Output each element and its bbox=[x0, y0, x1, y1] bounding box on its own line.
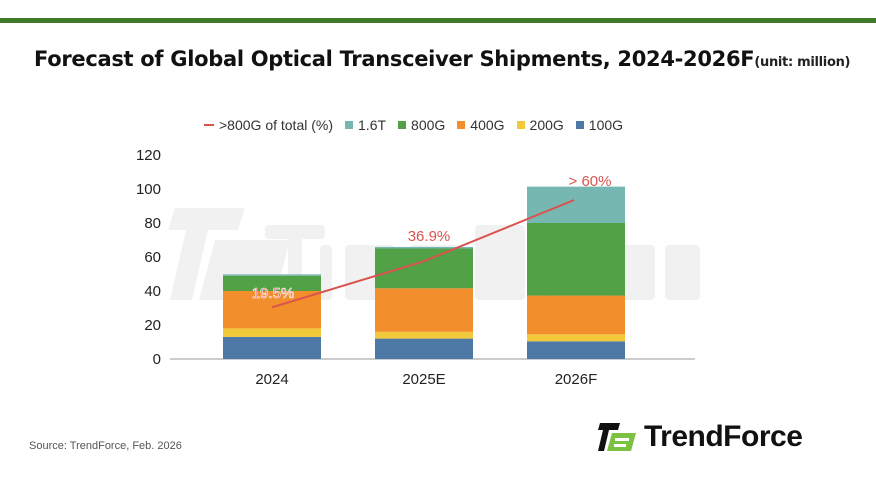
y-tick-label: 20 bbox=[144, 317, 161, 334]
watermark-letter-shape bbox=[665, 245, 700, 300]
legend-item-800g: 800G bbox=[398, 117, 445, 133]
chart-title: Forecast of Global Optical Transceiver S… bbox=[34, 47, 851, 71]
bar-segment-800g bbox=[375, 248, 473, 289]
title-text: Forecast of Global Optical Transceiver S… bbox=[34, 47, 755, 71]
legend-line-swatch bbox=[204, 124, 214, 126]
top-accent-bar bbox=[0, 18, 876, 23]
bar-segment-200g bbox=[223, 328, 321, 337]
watermark-letter-shape bbox=[320, 245, 332, 300]
bar-segment-1.6t bbox=[375, 246, 473, 249]
trendforce-logo: TrendForce bbox=[598, 420, 803, 454]
x-tick-label: 2026F bbox=[555, 371, 598, 388]
bar-segment-100g bbox=[375, 338, 473, 359]
legend-item-100g: 100G bbox=[575, 117, 624, 133]
bar-segment-400g bbox=[375, 288, 473, 332]
legend-label: 200G bbox=[529, 117, 564, 133]
trendforce-logo-icon bbox=[598, 423, 636, 451]
bar-segment-1.6t bbox=[223, 274, 321, 276]
legend-label: 400G bbox=[470, 117, 505, 133]
legend-swatch bbox=[398, 121, 407, 129]
legend-swatch bbox=[575, 121, 584, 129]
x-tick-label: 2024 bbox=[255, 371, 288, 388]
legend-item-line: >800G of total (%) bbox=[204, 117, 333, 133]
legend-item-1.6t: 1.6T bbox=[345, 117, 386, 133]
y-tick-label: 40 bbox=[144, 283, 161, 300]
legend-label: 1.6T bbox=[358, 117, 387, 133]
bar-segment-200g bbox=[375, 331, 473, 339]
watermark-mark bbox=[168, 208, 245, 300]
line-data-label: 19.5% bbox=[252, 285, 295, 302]
bar-segment-800g bbox=[527, 223, 625, 296]
legend-item-400g: 400G bbox=[457, 117, 505, 133]
bar-segment-400g bbox=[527, 295, 625, 335]
y-tick-label: 80 bbox=[144, 215, 161, 232]
legend-swatch bbox=[345, 121, 354, 129]
bar-segment-100g bbox=[527, 341, 625, 359]
legend-label: 100G bbox=[588, 117, 624, 133]
line-series bbox=[271, 199, 575, 309]
bar-segment-200g bbox=[527, 334, 625, 342]
legend-item-200g: 200G bbox=[516, 117, 564, 133]
source-note: Source: TrendForce, Feb. 2026 bbox=[29, 440, 182, 452]
legend-label: 800G bbox=[411, 117, 446, 133]
legend-swatch bbox=[457, 121, 466, 129]
bar-segment-100g bbox=[223, 336, 321, 359]
legend: >800G of total (%) 1.6T 800G 400G 200G 1… bbox=[204, 117, 623, 133]
line-data-label: > 60% bbox=[569, 173, 612, 190]
bar-segment-800g bbox=[223, 275, 321, 291]
line-data-label: 36.9% bbox=[408, 228, 451, 245]
y-tick-label: 100 bbox=[136, 181, 161, 198]
legend-swatch bbox=[516, 121, 525, 129]
bar-segment-1.6t bbox=[527, 186, 625, 223]
legend-label: >800G of total (%) bbox=[219, 117, 334, 133]
unit-label: (unit: million) bbox=[754, 55, 851, 70]
logo-text: TrendForce bbox=[644, 420, 803, 453]
x-tick-label: 2025E bbox=[402, 371, 445, 388]
y-tick-label: 0 bbox=[153, 351, 161, 368]
watermark-letter-shape bbox=[475, 225, 525, 300]
y-tick-label: 120 bbox=[136, 147, 161, 164]
y-tick-label: 60 bbox=[144, 249, 161, 266]
